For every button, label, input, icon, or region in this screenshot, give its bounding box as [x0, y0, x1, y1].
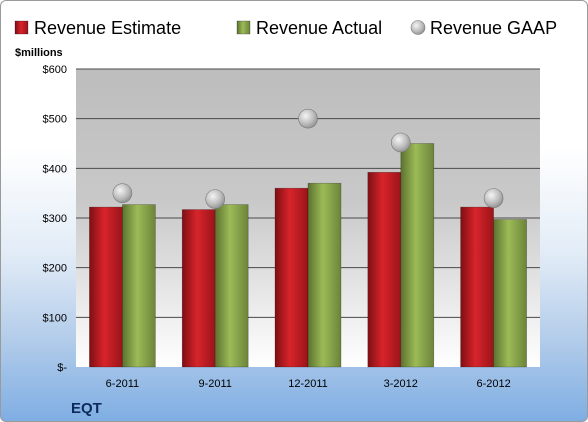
legend-label: Revenue Actual — [256, 18, 382, 38]
estimate-bar — [181, 209, 216, 368]
estimate-bar — [89, 206, 123, 368]
y-tick-label: $400 — [43, 163, 67, 175]
x-tick-label: 6-2012 — [476, 378, 510, 390]
actual-bar — [400, 143, 435, 368]
gaap-point — [483, 188, 504, 208]
x-axis: 6-2011 9-2011 12-2011 3-2012 6-2012 — [106, 378, 511, 390]
legend-swatch — [236, 20, 251, 35]
estimate-bar — [367, 172, 402, 368]
legend-label: Revenue Estimate — [34, 18, 181, 38]
estimate-bar — [460, 206, 494, 368]
actual-bar — [214, 204, 249, 368]
actual-bar — [122, 204, 156, 368]
bars — [89, 143, 527, 368]
actual-bar — [307, 182, 342, 368]
y-tick-label: $300 — [43, 213, 67, 225]
y-tick-label: $- — [57, 362, 67, 374]
gaap-points — [112, 108, 504, 209]
gaap-point — [390, 132, 411, 153]
y-tick-label: $600 — [43, 64, 67, 76]
y-axis: $- $100 $200 $300 $400 $500 $600 — [43, 64, 68, 374]
x-tick-label: 3-2012 — [384, 378, 418, 390]
ticker-label: EQT — [71, 400, 102, 417]
x-tick-label: 6-2011 — [106, 378, 139, 390]
y-tick-label: $200 — [43, 263, 67, 275]
legend: Revenue Estimate Revenue Actual Revenue GA… — [14, 18, 557, 38]
gaap-point — [112, 183, 133, 203]
gaap-point — [298, 108, 318, 129]
legend-label: Revenue GAAP — [430, 18, 557, 38]
y-tick-label: $500 — [43, 114, 67, 126]
y-axis-unit-label: $millions — [15, 47, 63, 59]
x-tick-label: 9-2011 — [198, 378, 231, 390]
gaap-point — [205, 189, 225, 209]
x-tick-label: 12-2011 — [288, 378, 328, 390]
y-tick-label: $100 — [43, 312, 67, 324]
actual-bar — [493, 219, 527, 368]
legend-swatch — [410, 20, 426, 35]
estimate-bar — [274, 187, 309, 368]
legend-swatch — [14, 20, 29, 35]
